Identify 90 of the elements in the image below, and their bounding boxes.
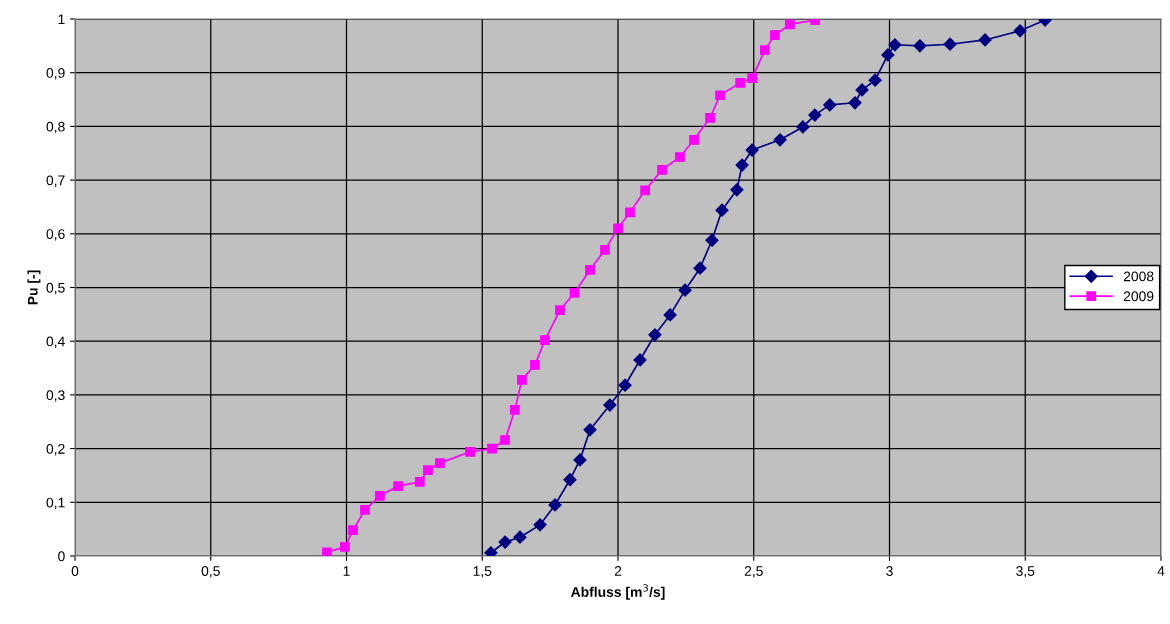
point xyxy=(517,375,527,385)
point xyxy=(943,37,957,51)
y-tick-label: 0,6 xyxy=(46,229,65,241)
point xyxy=(881,48,895,62)
point xyxy=(360,504,370,515)
point xyxy=(423,465,433,475)
x-axis-title: Abfluss [m$^{3}$/s] xyxy=(570,584,665,600)
point xyxy=(715,203,729,217)
point xyxy=(340,542,350,552)
point xyxy=(530,359,540,370)
point xyxy=(747,73,757,83)
point xyxy=(348,525,358,536)
point xyxy=(533,518,547,532)
x-tick-label: 2 xyxy=(614,566,622,576)
y-axis-title: Pu [-] xyxy=(27,270,41,305)
point xyxy=(509,405,520,415)
point xyxy=(548,498,562,512)
point xyxy=(513,530,527,544)
point xyxy=(585,264,595,275)
point xyxy=(375,490,385,501)
point xyxy=(414,477,425,487)
point xyxy=(888,38,902,52)
point xyxy=(693,261,707,275)
point xyxy=(657,165,667,175)
point xyxy=(689,134,699,145)
x-tick-label: 1 xyxy=(343,566,350,576)
point xyxy=(563,473,577,487)
point xyxy=(573,453,587,467)
y-tick-label: 0,2 xyxy=(46,443,65,456)
point xyxy=(770,30,780,40)
point xyxy=(796,120,810,134)
point xyxy=(484,546,498,556)
point xyxy=(322,547,332,556)
y-tick-label: 0,7 xyxy=(46,175,65,187)
legend-label: 2009 xyxy=(1123,291,1154,302)
y-tick-label: 0 xyxy=(58,551,65,562)
point xyxy=(1013,24,1027,38)
x-tick-label: 0 xyxy=(71,566,79,576)
legend-label: 2008 xyxy=(1123,271,1154,282)
x-tick-label: 4 xyxy=(1157,566,1165,576)
x-tick-label: 3,5 xyxy=(1016,566,1035,578)
x-tick-label: 2,5 xyxy=(744,566,763,578)
point xyxy=(855,83,869,97)
point xyxy=(625,207,635,218)
point xyxy=(600,245,610,255)
point xyxy=(569,288,580,298)
point xyxy=(613,223,623,234)
point xyxy=(773,133,787,147)
x-tick-label: 1,5 xyxy=(473,566,492,578)
point xyxy=(435,458,445,468)
point xyxy=(868,73,882,87)
y-tick-label: 0,3 xyxy=(46,390,65,402)
point xyxy=(735,158,749,172)
x-tick-label: 3 xyxy=(886,566,893,576)
point xyxy=(745,143,759,157)
point xyxy=(498,535,512,549)
y-tick-label: 0,5 xyxy=(46,282,65,295)
point xyxy=(555,305,565,315)
point xyxy=(705,233,719,247)
point xyxy=(913,39,927,53)
point xyxy=(808,108,822,122)
point xyxy=(715,90,725,101)
point xyxy=(633,353,647,367)
point xyxy=(648,328,662,342)
point xyxy=(678,283,692,297)
point xyxy=(540,335,550,345)
point xyxy=(487,443,497,454)
y-tick-label: 0,4 xyxy=(46,336,65,349)
point xyxy=(500,435,510,445)
point xyxy=(603,398,617,412)
point xyxy=(465,446,475,457)
y-tick-label: 0,8 xyxy=(46,121,65,134)
point xyxy=(978,33,992,47)
point xyxy=(784,19,795,30)
point xyxy=(730,183,744,197)
point xyxy=(640,185,651,196)
y-tick-label: 0,1 xyxy=(46,497,65,510)
y-tick-label: 0,9 xyxy=(46,68,65,80)
point xyxy=(583,423,597,437)
point xyxy=(393,481,403,492)
point xyxy=(735,78,746,88)
point xyxy=(618,378,632,392)
point xyxy=(663,308,677,322)
point xyxy=(823,98,837,112)
x-tick-label: 0,5 xyxy=(201,566,220,578)
y-tick-label: 1 xyxy=(58,14,65,25)
point xyxy=(705,112,715,123)
point xyxy=(760,45,770,56)
point xyxy=(848,96,862,110)
point xyxy=(675,152,685,162)
